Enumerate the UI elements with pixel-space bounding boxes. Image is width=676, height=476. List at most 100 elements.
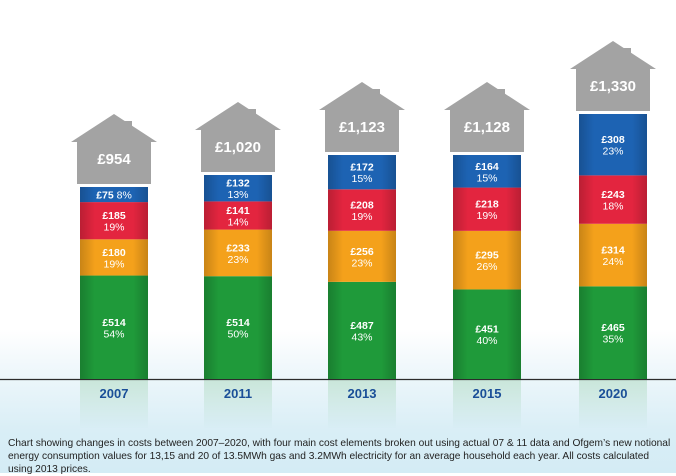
house-chimney xyxy=(248,109,256,125)
segment-value-label: £243 xyxy=(601,189,625,201)
house-roof xyxy=(319,82,405,110)
house-body xyxy=(576,69,650,111)
segment-value-label: £308 xyxy=(601,134,625,146)
bar-shading xyxy=(80,202,148,240)
bar-shading xyxy=(328,155,396,190)
year-tick-label: 2020 xyxy=(599,386,628,401)
total-label: £1,128 xyxy=(464,119,510,136)
segment-label: £75 8% xyxy=(96,190,132,202)
segment-value-label: £451 xyxy=(475,324,499,336)
segment-percent-label: 50% xyxy=(227,329,248,341)
reflection-2020 xyxy=(579,380,647,428)
house-roof xyxy=(570,41,656,69)
house-icon: £1,128 xyxy=(444,82,530,152)
segment-percent-label: 14% xyxy=(227,217,248,229)
segment-percent-label: 43% xyxy=(351,331,372,343)
bar-shading xyxy=(453,155,521,188)
segment-value-label: £514 xyxy=(226,317,250,329)
segment-value-label: £514 xyxy=(102,317,126,329)
bar-shading xyxy=(328,189,396,231)
bar-reflections xyxy=(80,380,647,428)
segment-value-label: £185 xyxy=(102,210,126,222)
segment-percent-label: 54% xyxy=(103,328,124,340)
house-roof xyxy=(71,114,157,142)
bar-shading xyxy=(579,114,647,176)
house-chimney xyxy=(124,121,132,137)
segment-value-label: £180 xyxy=(102,247,126,259)
segment-value-label: £172 xyxy=(350,162,374,174)
bar-shading xyxy=(579,175,647,224)
house-chimney xyxy=(497,89,505,105)
house-icon: £1,123 xyxy=(319,82,405,152)
segment-value-label: £164 xyxy=(475,161,499,173)
reflection-fade xyxy=(453,380,521,428)
segment-percent-label: 15% xyxy=(476,172,497,184)
house-body xyxy=(325,110,399,152)
bar-shading xyxy=(328,281,396,379)
house-roof xyxy=(195,102,281,130)
segment-value-label: £465 xyxy=(601,322,625,334)
segment-value-label: £208 xyxy=(350,200,374,212)
year-tick-label: 2015 xyxy=(473,386,502,401)
segment-value-label: £233 xyxy=(226,242,250,254)
reflection-fade xyxy=(80,380,148,428)
bar-shading xyxy=(204,201,272,230)
reflection-fade xyxy=(579,380,647,428)
bar-shading xyxy=(80,187,148,203)
bar-shading xyxy=(204,229,272,277)
segment-percent-label: 24% xyxy=(602,256,623,268)
bar-shading xyxy=(204,175,272,202)
segment-value-label: £487 xyxy=(350,320,374,332)
bar-shading xyxy=(328,230,396,282)
house-icon: £954 xyxy=(71,114,157,184)
year-tick-label: 2013 xyxy=(348,386,377,401)
segment-value-label: £314 xyxy=(601,245,625,257)
segment-percent-label: 23% xyxy=(351,257,372,269)
bar-shading xyxy=(453,187,521,231)
bar-shading xyxy=(204,276,272,379)
house-chimney xyxy=(372,89,380,105)
reflection-2013 xyxy=(328,380,396,428)
segment-value-label: £256 xyxy=(350,246,374,258)
segment-value-label: £141 xyxy=(226,205,250,217)
reflection-fade xyxy=(204,380,272,428)
segment-percent-label: 40% xyxy=(476,335,497,347)
bar-shading xyxy=(80,275,148,379)
bar-shading xyxy=(453,230,521,290)
bar-shading xyxy=(579,286,647,379)
segment-percent-label: 18% xyxy=(602,201,623,213)
reflection-2015 xyxy=(453,380,521,428)
segment-percent-label: 23% xyxy=(227,254,248,266)
reflection-fade xyxy=(328,380,396,428)
segment-percent-label: 19% xyxy=(476,210,497,222)
total-label: £1,330 xyxy=(590,78,636,95)
bar-shading xyxy=(579,223,647,287)
year-tick-label: 2007 xyxy=(100,386,129,401)
segment-percent-label: 15% xyxy=(351,173,372,185)
bar-shading xyxy=(453,289,521,379)
segment-percent-label: 23% xyxy=(602,146,623,158)
total-label: £954 xyxy=(97,151,131,168)
total-label: £1,020 xyxy=(215,139,261,156)
house-icon: £1,330 xyxy=(570,41,656,111)
reflection-2007 xyxy=(80,380,148,428)
segment-percent-label: 19% xyxy=(351,211,372,223)
segment-percent-label: 13% xyxy=(227,189,248,201)
bar-shading xyxy=(80,239,148,276)
house-body xyxy=(450,110,524,152)
segment-percent-label: 19% xyxy=(103,222,124,234)
house-body xyxy=(77,142,151,184)
total-label: £1,123 xyxy=(339,119,385,136)
segment-value-label: £132 xyxy=(226,178,250,190)
house-icon: £1,020 xyxy=(195,102,281,172)
house-body xyxy=(201,130,275,172)
segment-value-label: £295 xyxy=(475,250,499,262)
segment-percent-label: 19% xyxy=(103,258,124,270)
